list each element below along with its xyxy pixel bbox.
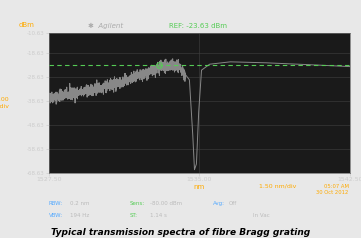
Text: Avg:: Avg: [213, 201, 225, 206]
Text: Off: Off [229, 201, 238, 206]
Text: nm: nm [194, 184, 205, 190]
Text: -80.00 dBm: -80.00 dBm [150, 201, 182, 206]
Text: 0.2 nm: 0.2 nm [70, 201, 90, 206]
Text: ✱  Agilent: ✱ Agilent [88, 23, 123, 29]
Text: RBW:: RBW: [49, 201, 63, 206]
Text: 5.00
dBm/div: 5.00 dBm/div [0, 97, 9, 109]
Text: 05:07 AM
30 Oct 2012: 05:07 AM 30 Oct 2012 [316, 184, 349, 195]
Text: Typical transmission spectra of fibre Bragg grating: Typical transmission spectra of fibre Br… [51, 228, 310, 237]
Text: dBm: dBm [19, 22, 34, 28]
Text: 1.14 s: 1.14 s [150, 213, 167, 218]
Text: VBW:: VBW: [49, 213, 63, 218]
Text: In Vac: In Vac [253, 213, 269, 218]
Text: 1.50 nm/div: 1.50 nm/div [259, 184, 296, 189]
Text: REF: -23.63 dBm: REF: -23.63 dBm [169, 23, 227, 29]
Text: Sens:: Sens: [130, 201, 145, 206]
Text: 194 Hz: 194 Hz [70, 213, 90, 218]
Text: ST:: ST: [130, 213, 138, 218]
